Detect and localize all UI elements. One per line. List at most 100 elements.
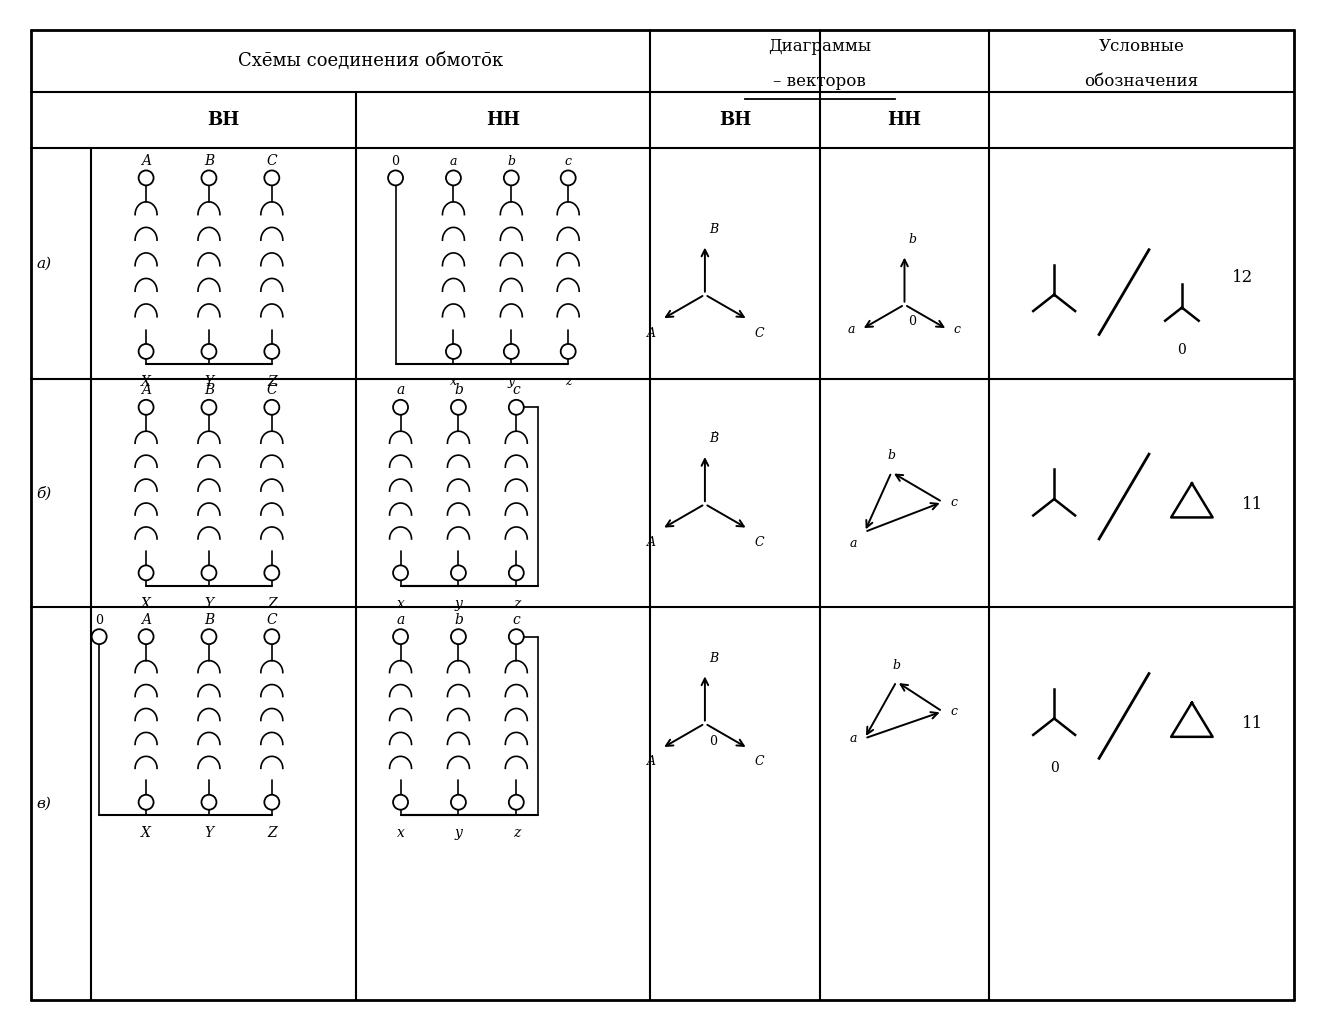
Text: a: a (396, 612, 404, 627)
Circle shape (264, 565, 279, 580)
Text: a: a (396, 384, 404, 397)
Text: y: y (454, 826, 462, 840)
Text: Ḃ: Ḃ (709, 432, 719, 446)
Text: Условные: Условные (1099, 38, 1185, 55)
Text: 0: 0 (709, 736, 717, 748)
Text: обозначения: обозначения (1085, 73, 1198, 90)
Text: Y: Y (205, 597, 214, 611)
Circle shape (450, 400, 466, 415)
Circle shape (202, 565, 217, 580)
Text: z: z (513, 826, 520, 840)
Text: X: X (141, 376, 151, 389)
Text: 0: 0 (1177, 344, 1186, 357)
Text: C: C (754, 536, 764, 548)
Text: 11: 11 (1242, 496, 1263, 512)
Text: c: c (564, 155, 572, 168)
Circle shape (446, 344, 461, 359)
Circle shape (139, 794, 153, 810)
Text: Y: Y (205, 826, 214, 840)
Text: ВН: ВН (207, 111, 239, 129)
Text: B: B (709, 651, 719, 665)
Text: A: A (647, 536, 655, 548)
Circle shape (394, 629, 408, 644)
Text: ВН: ВН (719, 111, 750, 129)
Text: a: a (848, 323, 855, 336)
Text: 0: 0 (391, 155, 399, 168)
Text: y: y (507, 376, 515, 388)
Text: 12: 12 (1231, 270, 1254, 286)
Text: Схе̄мы соединения обмото̄к: Схе̄мы соединения обмото̄к (238, 52, 503, 70)
Text: B: B (203, 154, 214, 168)
Text: C: C (267, 154, 277, 168)
Text: C: C (267, 612, 277, 627)
Circle shape (503, 171, 519, 185)
Text: x: x (396, 597, 404, 611)
Text: b: b (454, 384, 462, 397)
Text: 11: 11 (1242, 715, 1263, 732)
Text: 0: 0 (1050, 761, 1058, 775)
Circle shape (264, 794, 279, 810)
Circle shape (509, 794, 524, 810)
Text: c: c (513, 384, 520, 397)
Text: X: X (141, 826, 151, 840)
Text: z: z (513, 597, 520, 611)
Text: b: b (909, 233, 917, 246)
Text: C: C (267, 384, 277, 397)
Text: y: y (454, 597, 462, 611)
Text: B: B (203, 612, 214, 627)
Text: Диаграммы: Диаграммы (768, 38, 872, 55)
Circle shape (91, 629, 107, 644)
Text: b: b (888, 449, 896, 462)
Circle shape (560, 344, 576, 359)
Circle shape (394, 400, 408, 415)
Circle shape (503, 344, 519, 359)
Circle shape (450, 629, 466, 644)
Text: а): а) (36, 256, 52, 271)
Text: 0: 0 (95, 613, 103, 627)
Circle shape (139, 171, 153, 185)
Text: A: A (141, 154, 151, 168)
Text: – векторов: – векторов (773, 73, 867, 90)
Text: B: B (203, 384, 214, 397)
Text: A: A (141, 612, 151, 627)
Circle shape (388, 171, 403, 185)
Circle shape (509, 629, 524, 644)
Text: x: x (450, 376, 457, 388)
Text: c: c (950, 496, 958, 508)
Circle shape (202, 794, 217, 810)
Circle shape (139, 565, 153, 580)
Circle shape (264, 171, 279, 185)
Circle shape (139, 629, 153, 644)
Circle shape (560, 171, 576, 185)
Circle shape (509, 400, 524, 415)
Circle shape (394, 794, 408, 810)
Circle shape (509, 565, 524, 580)
Circle shape (202, 629, 217, 644)
Circle shape (264, 629, 279, 644)
Text: a: a (849, 537, 856, 549)
Text: a: a (449, 155, 457, 168)
Text: НН: НН (486, 111, 520, 129)
Circle shape (264, 400, 279, 415)
Circle shape (450, 565, 466, 580)
Circle shape (202, 171, 217, 185)
Text: Z: Z (267, 376, 276, 389)
Text: в): в) (36, 796, 52, 810)
Text: a: a (849, 732, 856, 745)
Text: C: C (754, 755, 764, 769)
Circle shape (450, 794, 466, 810)
Text: A: A (141, 384, 151, 397)
Circle shape (139, 400, 153, 415)
Text: Z: Z (267, 826, 276, 840)
Circle shape (394, 565, 408, 580)
Text: A: A (647, 326, 655, 340)
Text: b: b (454, 612, 462, 627)
Text: b: b (893, 659, 901, 672)
Circle shape (139, 344, 153, 359)
Text: B: B (709, 222, 719, 236)
Circle shape (202, 400, 217, 415)
Text: 0: 0 (909, 315, 917, 327)
Text: c: c (950, 705, 958, 718)
Text: x: x (396, 826, 404, 840)
Text: Z: Z (267, 597, 276, 611)
